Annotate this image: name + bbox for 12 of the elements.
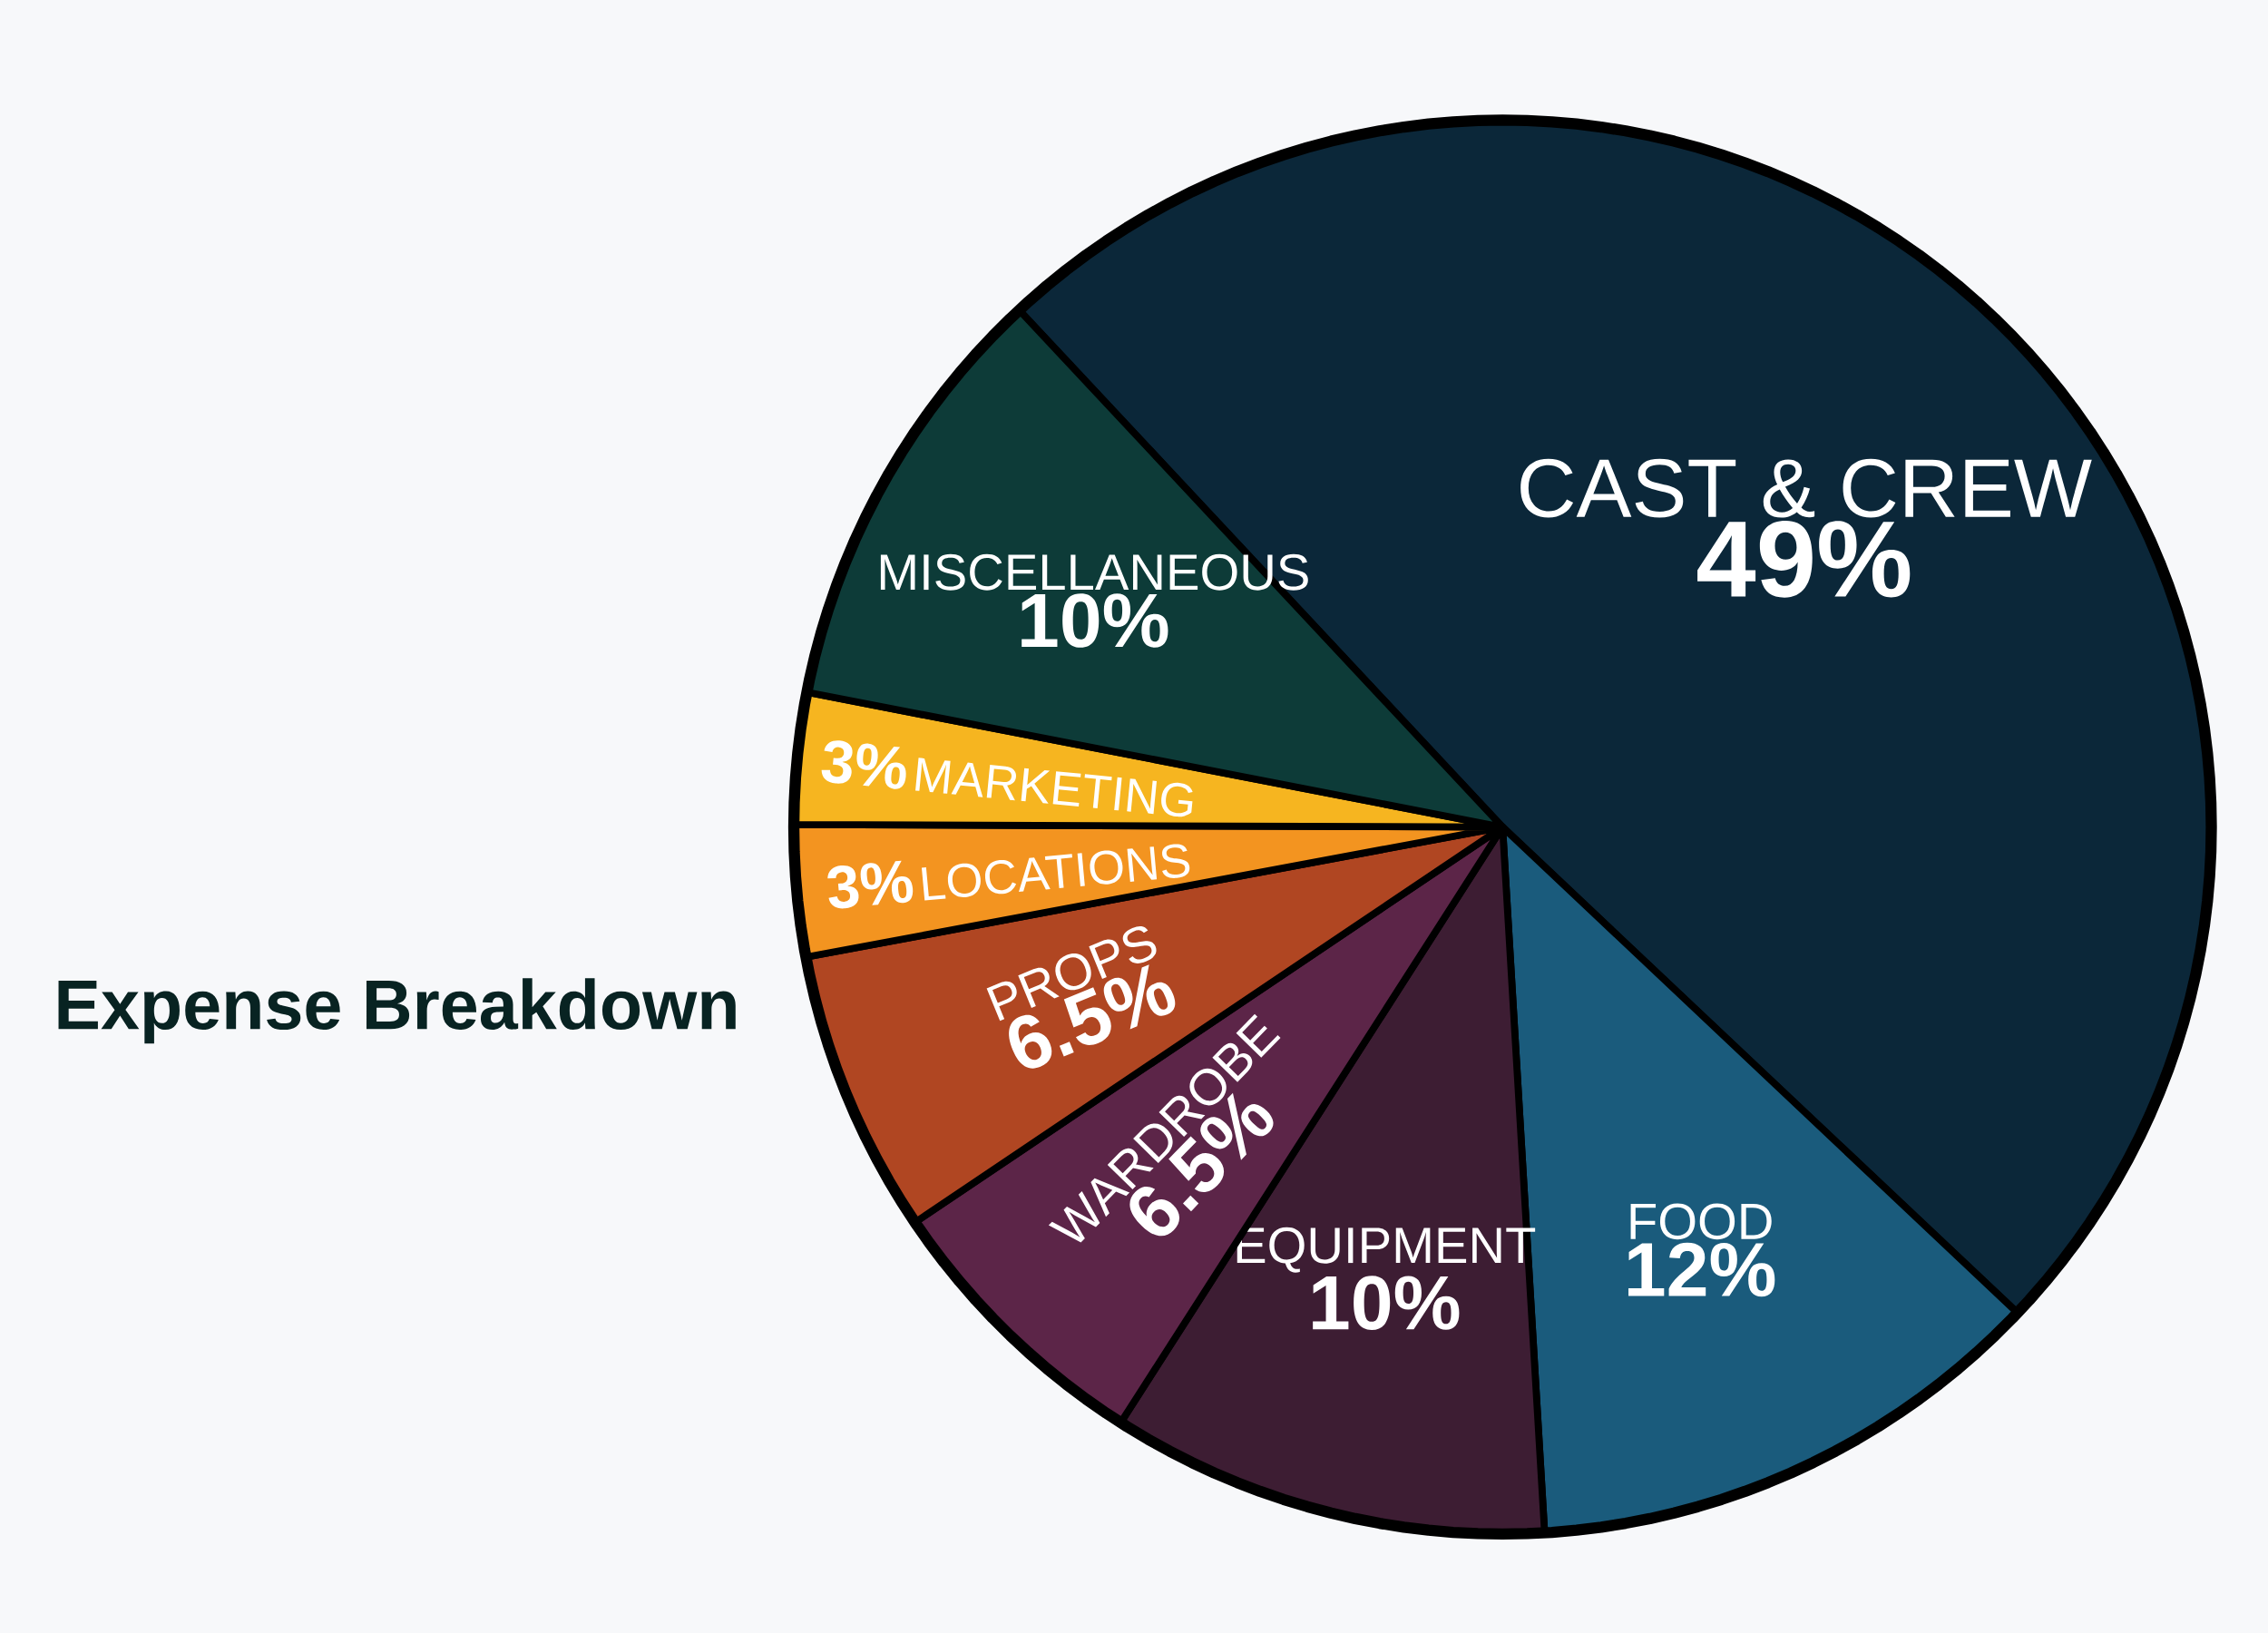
slice-label: FOOD <box>1630 1203 1772 1240</box>
slice-label: LOCATIONS <box>921 844 1190 901</box>
data-label: 49% <box>1697 521 1911 598</box>
slice-label: MISCELLANEOUS <box>880 553 1308 591</box>
data-label: 3% <box>827 860 914 909</box>
slice-label: CAST & CREW <box>1520 458 2092 518</box>
text: Expense Breakdown <box>58 978 736 1044</box>
data-label: 12% <box>1628 1242 1775 1297</box>
data-label: 3% <box>821 740 906 789</box>
data-label: 10% <box>1313 1276 1460 1330</box>
slice-label: MARKETING <box>915 758 1193 817</box>
data-label: 10% <box>1022 593 1168 648</box>
